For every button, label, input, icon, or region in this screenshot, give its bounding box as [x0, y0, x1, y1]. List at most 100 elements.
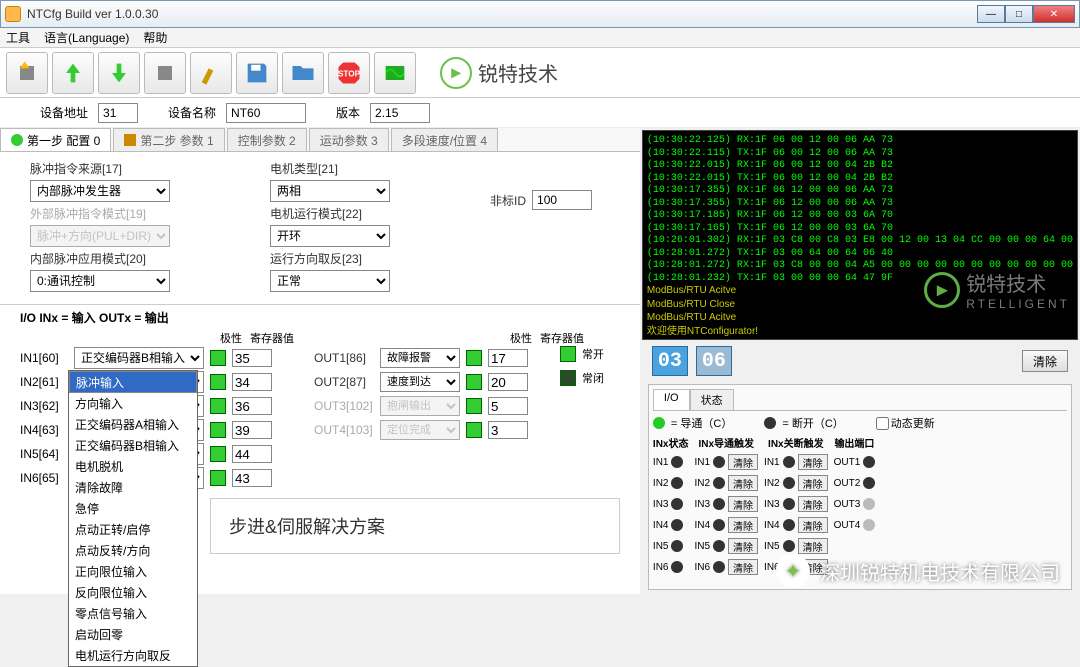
save-button[interactable]: [236, 52, 278, 94]
in-reg-6[interactable]: [232, 469, 272, 487]
device-row: 设备地址 设备名称 版本: [0, 98, 1080, 128]
stop-button[interactable]: STOP: [328, 52, 370, 94]
dropdown-option[interactable]: 方向输入: [69, 393, 197, 414]
in-reg-1[interactable]: [232, 349, 272, 367]
out-reg-4[interactable]: [488, 421, 528, 439]
chip-button[interactable]: [144, 52, 186, 94]
motor-type-select[interactable]: 两相: [270, 180, 390, 202]
in-reg-3[interactable]: [232, 397, 272, 415]
in-reg-5[interactable]: [232, 445, 272, 463]
pulse-src-select[interactable]: 内部脉冲发生器: [30, 180, 170, 202]
out-polarity-led[interactable]: [466, 350, 482, 366]
dropdown-option[interactable]: 正交编码器B相输入: [69, 435, 197, 456]
dropdown-option[interactable]: 反向限位输入: [69, 582, 197, 603]
on-dot-icon: [653, 417, 665, 429]
addr-input[interactable]: [98, 103, 138, 123]
out-polarity-led[interactable]: [466, 374, 482, 390]
scope-button[interactable]: [374, 52, 416, 94]
open-button[interactable]: [282, 52, 324, 94]
int-pulse-select[interactable]: 0:通讯控制: [30, 270, 170, 292]
io-clear-btn[interactable]: 清除: [798, 454, 828, 470]
tab-multi[interactable]: 多段速度/位置 4: [391, 128, 498, 151]
dropdown-option[interactable]: 零点信号输入: [69, 603, 197, 624]
io-clear-btn[interactable]: 清除: [728, 496, 758, 512]
out-label: OUT1[86]: [314, 351, 374, 365]
normally-closed-led: [560, 370, 576, 386]
logo-mark-icon: ▸: [440, 57, 472, 89]
menu-language[interactable]: 语言(Language): [44, 29, 129, 46]
maximize-button[interactable]: □: [1005, 5, 1033, 23]
out-reg-1[interactable]: [488, 349, 528, 367]
in-reg-2[interactable]: [232, 373, 272, 391]
io-clear-btn[interactable]: 清除: [728, 475, 758, 491]
config-panel: 脉冲指令来源[17] 内部脉冲发生器 外部脉冲指令模式[19] 脉冲+方向(PU…: [0, 152, 640, 304]
io-clear-btn[interactable]: 清除: [798, 496, 828, 512]
nonstd-input[interactable]: [532, 190, 592, 210]
dropdown-option[interactable]: 急停: [69, 498, 197, 519]
in-polarity-led[interactable]: [210, 446, 226, 462]
dropdown-option[interactable]: 正交编码器A相输入: [69, 414, 197, 435]
in-polarity-led[interactable]: [210, 398, 226, 414]
name-input[interactable]: [226, 103, 306, 123]
tab-step2[interactable]: 第二步 参数 1: [113, 128, 224, 151]
motor-type-label: 电机类型[21]: [270, 160, 430, 177]
in-reg-4[interactable]: [232, 421, 272, 439]
io-clear-btn[interactable]: 清除: [798, 517, 828, 533]
solution-banner: 步进&伺服解决方案: [210, 498, 620, 554]
close-button[interactable]: ✕: [1033, 5, 1075, 23]
ver-input[interactable]: [370, 103, 430, 123]
app-icon: [5, 6, 21, 22]
dynamic-update-checkbox[interactable]: [876, 417, 889, 430]
watermark: ▸ 锐特技术 RTELLIGENT: [924, 268, 1070, 311]
io-clear-btn[interactable]: 清除: [798, 538, 828, 554]
dropdown-option[interactable]: 正向限位输入: [69, 561, 197, 582]
io-clear-btn[interactable]: 清除: [728, 517, 758, 533]
out-label: OUT3[102]: [314, 399, 374, 413]
dir-rev-select[interactable]: 正常: [270, 270, 390, 292]
menu-tools[interactable]: 工具: [6, 29, 30, 46]
dropdown-option[interactable]: 电机脱机: [69, 456, 197, 477]
menu-help[interactable]: 帮助: [143, 29, 167, 46]
upload-button[interactable]: [52, 52, 94, 94]
status-tab-state[interactable]: 状态: [690, 389, 734, 410]
out-reg-3[interactable]: [488, 397, 528, 415]
tab-ctrl[interactable]: 控制参数 2: [227, 128, 307, 151]
dropdown-option[interactable]: 点动反转/方向: [69, 540, 197, 561]
tab-motion[interactable]: 运动参数 3: [309, 128, 389, 151]
status-tab-io[interactable]: I/O: [653, 389, 690, 410]
out-polarity-led[interactable]: [466, 422, 482, 438]
out-reg-2[interactable]: [488, 373, 528, 391]
minimize-button[interactable]: —: [977, 5, 1005, 23]
out-label: OUT2[87]: [314, 375, 374, 389]
in-polarity-led[interactable]: [210, 470, 226, 486]
tab-step1[interactable]: 第一步 配置 0: [0, 128, 111, 151]
io-clear-btn[interactable]: 清除: [728, 454, 758, 470]
status-digit-2: 06: [696, 346, 732, 376]
input-type-dropdown[interactable]: 脉冲输入方向输入正交编码器A相输入正交编码器B相输入电机脱机清除故障急停点动正转…: [68, 370, 198, 667]
in-label: IN5[64]: [20, 447, 68, 461]
wechat-icon: ✦: [776, 554, 810, 588]
in-select-1[interactable]: 正交编码器B相输入: [74, 347, 204, 369]
in-polarity-led[interactable]: [210, 374, 226, 390]
io-grid: IN1[60] 正交编码器B相输入 OUT1[86] 故障报警 IN2[61] …: [0, 346, 640, 490]
out-select-1[interactable]: 故障报警: [380, 348, 460, 368]
io-clear-btn[interactable]: 清除: [728, 559, 758, 575]
dropdown-option[interactable]: 脉冲输入: [69, 371, 197, 393]
logo-text: 锐特技术: [478, 58, 558, 87]
dropdown-option[interactable]: 启动回零: [69, 624, 197, 645]
out-polarity-led[interactable]: [466, 398, 482, 414]
download-button[interactable]: [98, 52, 140, 94]
dropdown-option[interactable]: 清除故障: [69, 477, 197, 498]
out-select-2[interactable]: 速度到达: [380, 372, 460, 392]
connect-button[interactable]: [6, 52, 48, 94]
dropdown-option[interactable]: 电机运行方向取反: [69, 645, 197, 666]
in-polarity-led[interactable]: [210, 422, 226, 438]
clear-button[interactable]: 清除: [1022, 350, 1068, 372]
dropdown-option[interactable]: 点动正转/启停: [69, 519, 197, 540]
io-clear-btn[interactable]: 清除: [728, 538, 758, 554]
broom-button[interactable]: [190, 52, 232, 94]
in-polarity-led[interactable]: [210, 350, 226, 366]
in-label: IN2[61]: [20, 375, 68, 389]
motor-run-select[interactable]: 开环: [270, 225, 390, 247]
io-clear-btn[interactable]: 清除: [798, 475, 828, 491]
